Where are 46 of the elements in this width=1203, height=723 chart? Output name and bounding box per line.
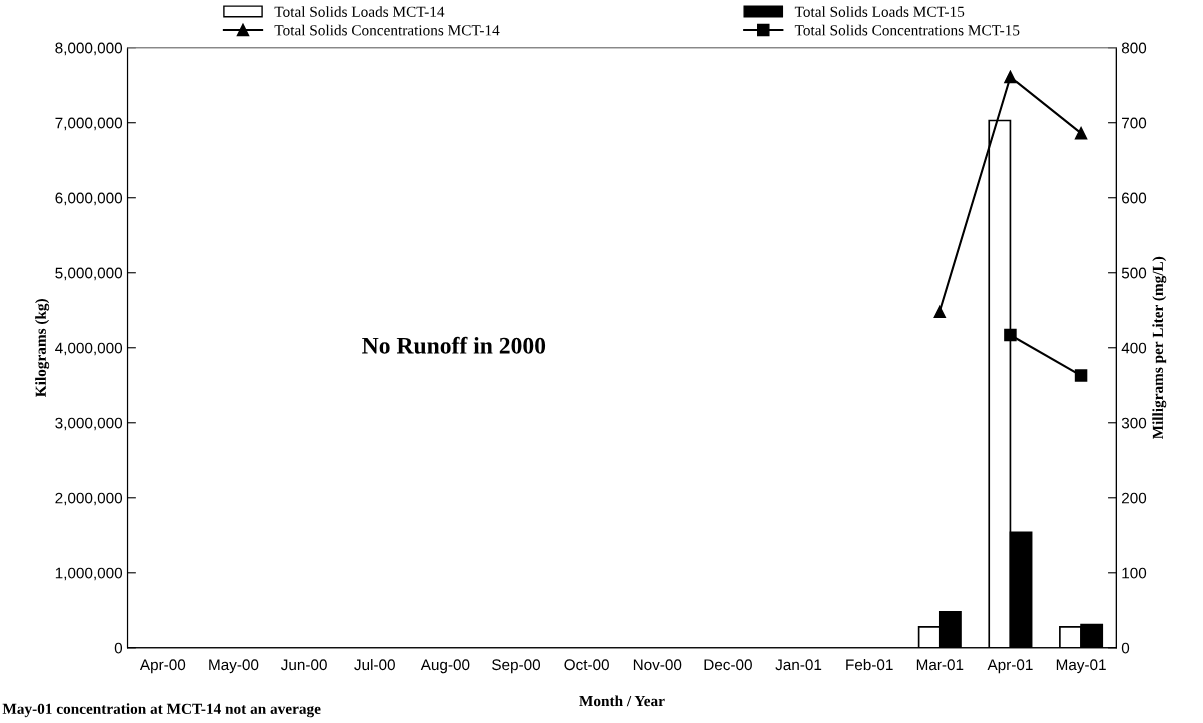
y-tick-label: 7,000,000: [55, 117, 123, 131]
point: [1074, 126, 1088, 140]
x-tick-label: Oct-00: [564, 659, 609, 671]
x-tick-label: Apr-01: [987, 659, 1033, 674]
y2-tick-label: 800: [1121, 42, 1147, 54]
legend-label: Total Solids Concentrations MCT-15: [794, 24, 1020, 36]
y2-axis-title: Milligrams per Liter (mg/L): [1152, 256, 1167, 440]
x-tick-label: Dec-00: [704, 659, 752, 671]
x-tick-label: Aug-00: [420, 659, 470, 674]
y-tick-label: 8,000,000: [55, 42, 123, 56]
x-tick-label: Nov-00: [633, 659, 682, 671]
y-axis-title: Kilograms (kg): [35, 299, 50, 397]
point: [1004, 70, 1017, 84]
x-tick-label: Jun-00: [280, 659, 327, 671]
point: [933, 305, 947, 319]
y2-tick-label: 700: [1122, 117, 1147, 129]
y-tick-label: 2,000,000: [55, 492, 123, 506]
legend-label: Total Solids Loads MCT-14: [274, 6, 445, 17]
y-tick-label: 1,000,000: [55, 567, 123, 581]
x-tick-label: May-00: [209, 659, 259, 674]
y2-tick-label: 0: [1121, 642, 1130, 654]
y-tick-label: 6,000,000: [55, 192, 123, 206]
y2-tick-label: 100: [1122, 567, 1147, 579]
x-tick-label: Mar-01: [916, 659, 964, 671]
x-tick-label: Apr-00: [139, 659, 186, 674]
y-tick-label: 5,000,000: [55, 267, 123, 281]
y-tick-label: 4,000,000: [55, 342, 123, 356]
y2-tick-label: 300: [1121, 417, 1147, 429]
y2-tick-label: 200: [1122, 492, 1147, 504]
x-axis-title: Month / Year: [579, 695, 665, 707]
y2-tick-label: 400: [1121, 342, 1147, 354]
y2-tick-label: 600: [1122, 192, 1147, 204]
legend-label: Total Solids Concentrations MCT-14: [274, 24, 500, 36]
x-tick-label: Feb-01: [846, 658, 893, 671]
x-tick-label: May-01: [1056, 659, 1106, 674]
point: [1074, 369, 1088, 382]
text: May-01 concentration at MCT-14 not an average: [2, 703, 321, 718]
x-tick-label: Jul-00: [354, 658, 395, 671]
x-tick-label: Sep-00: [492, 659, 541, 674]
y-tick-label: 3,000,000: [55, 417, 123, 431]
legend-label: Total Solids Loads MCT-15: [794, 6, 965, 17]
x-tick-label: Jan-01: [775, 659, 822, 671]
point: [1004, 328, 1017, 342]
y-tick-label: 0: [114, 642, 123, 654]
annotation: No Runoff in 2000: [362, 336, 546, 354]
y2-tick-label: 500: [1121, 267, 1147, 279]
